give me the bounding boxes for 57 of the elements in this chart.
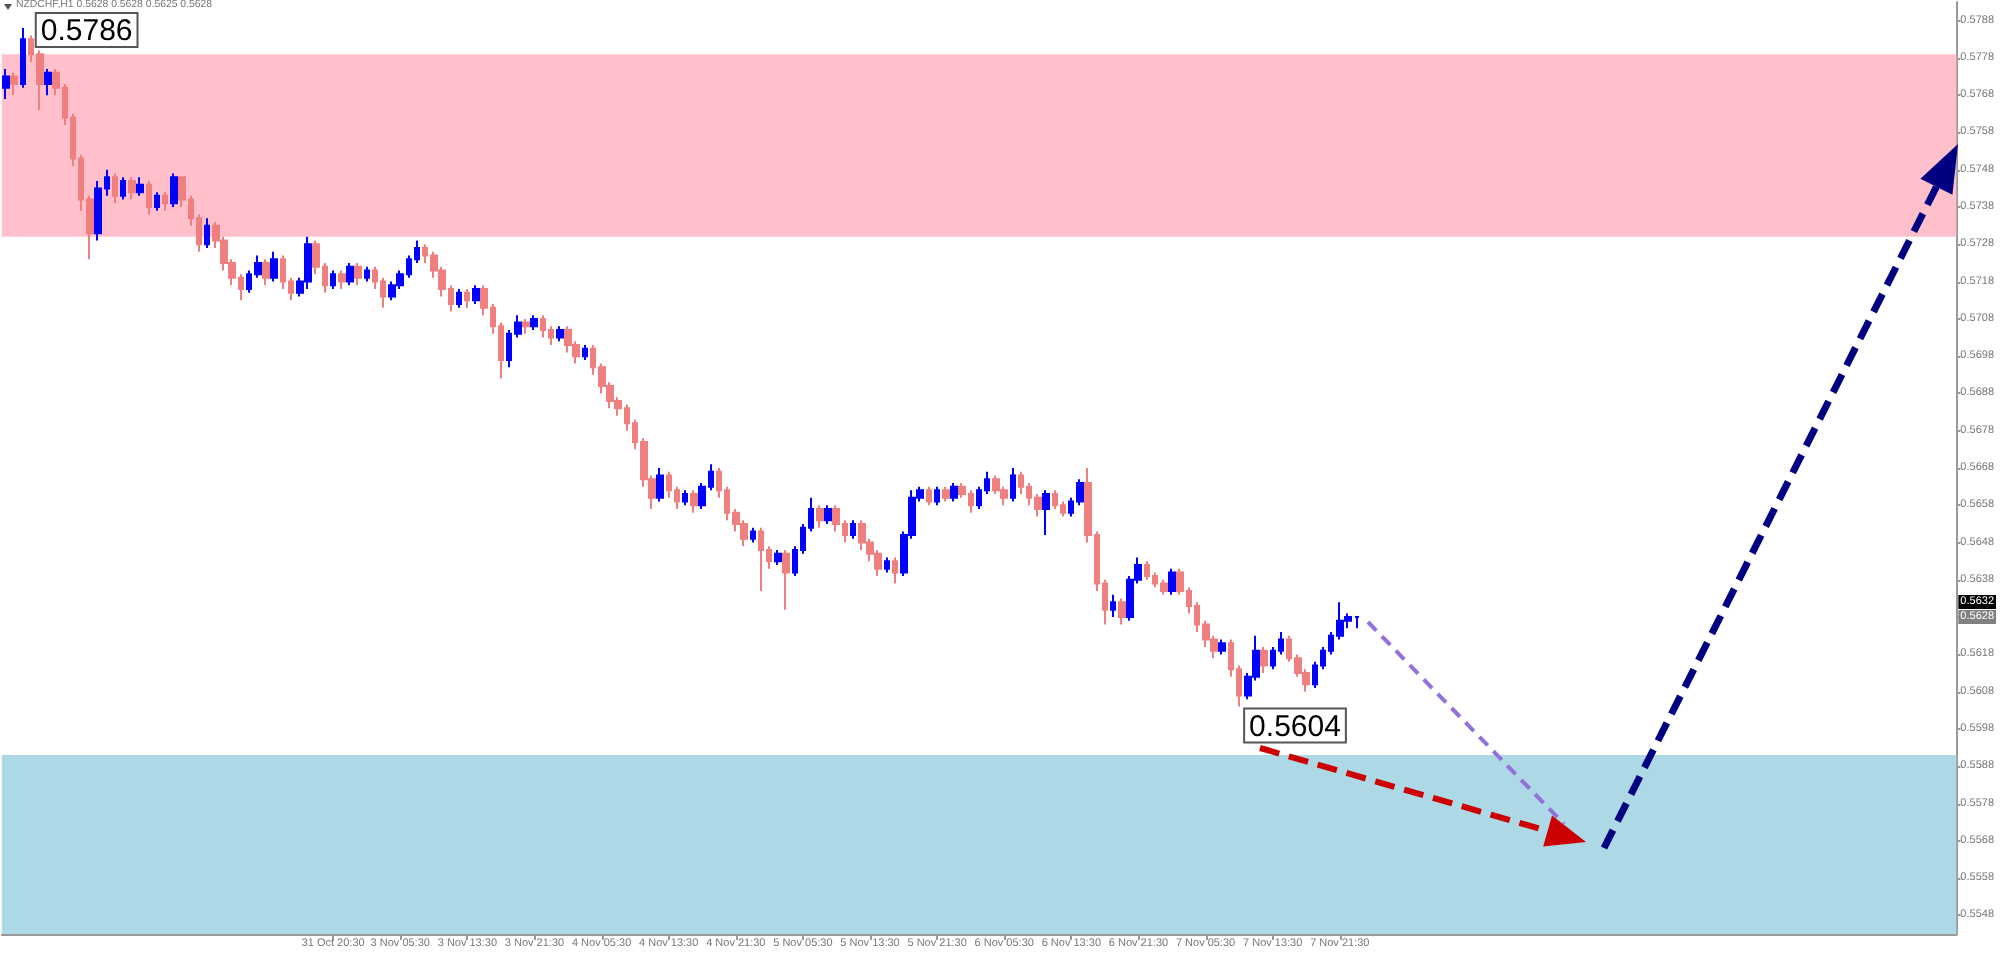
candlestick xyxy=(2,68,10,100)
candlestick xyxy=(330,269,336,291)
candlestick xyxy=(472,284,480,305)
candlestick xyxy=(540,314,546,339)
candlestick xyxy=(950,481,958,503)
candlestick xyxy=(884,556,890,574)
candlestick xyxy=(892,556,898,585)
candlestick xyxy=(758,526,764,593)
candlestick xyxy=(824,504,832,525)
candlestick xyxy=(136,176,144,197)
candlestick xyxy=(1118,597,1126,626)
candlestick xyxy=(774,549,782,566)
candlestick xyxy=(1110,593,1116,619)
candlestick xyxy=(262,258,270,287)
candlestick xyxy=(1042,489,1050,537)
candlestick xyxy=(170,172,178,209)
candlestick xyxy=(1052,489,1058,511)
candlestick xyxy=(1010,467,1016,503)
candlestick xyxy=(556,325,564,343)
candlestick xyxy=(1218,638,1226,656)
candlestick xyxy=(1260,645,1268,675)
candlestick xyxy=(782,549,790,611)
candlestick xyxy=(464,288,470,309)
candlestick xyxy=(44,68,52,97)
candlestick xyxy=(456,288,462,309)
candlestick xyxy=(1144,560,1150,581)
candlestick xyxy=(530,314,538,332)
candlestick xyxy=(162,191,168,212)
candlestick xyxy=(656,467,664,503)
candlestick xyxy=(354,261,362,287)
candlestick xyxy=(270,250,278,283)
candlestick xyxy=(942,485,950,503)
candlestick xyxy=(522,317,530,335)
candlestick xyxy=(926,485,932,507)
candlestick xyxy=(346,261,354,287)
candlestick xyxy=(682,489,688,507)
candlestick xyxy=(338,269,346,291)
candlestick xyxy=(582,343,588,361)
candlestick xyxy=(364,265,370,283)
candlestick xyxy=(816,504,824,529)
candlestick xyxy=(1160,578,1168,596)
candlestick xyxy=(112,172,118,205)
candlestick xyxy=(204,217,210,250)
candlestick xyxy=(146,179,152,216)
candlestick xyxy=(690,489,698,514)
candlestick xyxy=(120,176,126,201)
candlestick xyxy=(850,519,856,540)
candlestick xyxy=(304,235,312,291)
candlestick xyxy=(934,485,940,507)
candlestick xyxy=(750,526,756,544)
candlestick xyxy=(10,71,18,97)
annotation: 0.5786 xyxy=(40,14,133,49)
candlestick xyxy=(128,176,136,201)
candlestick xyxy=(1168,567,1176,596)
candlestick xyxy=(20,27,26,89)
candlestick xyxy=(154,191,160,212)
annotation: 0.5604 xyxy=(1249,709,1341,744)
